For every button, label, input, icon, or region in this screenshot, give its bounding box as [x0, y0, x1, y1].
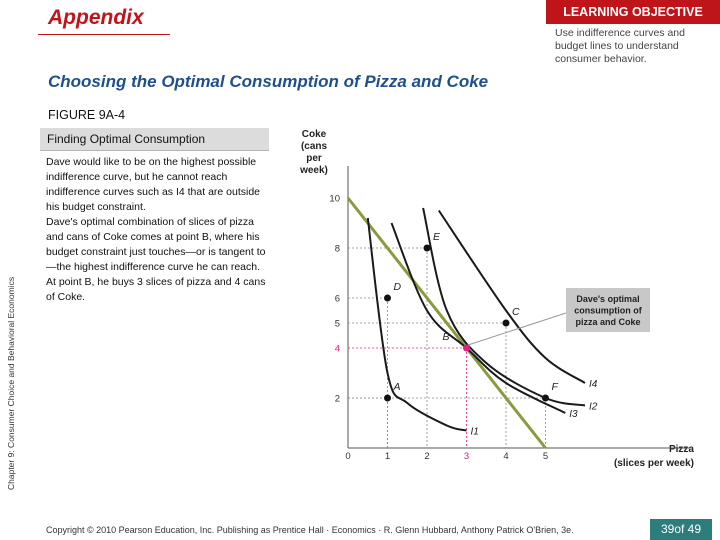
- x-tick-label: 1: [385, 451, 390, 462]
- chapter-side-label: Chapter 9: Consumer Choice and Behaviora…: [6, 276, 16, 490]
- appendix-title: Appendix: [48, 6, 144, 29]
- budget-line: [346, 197, 547, 449]
- y-tick-label: 10: [329, 194, 340, 205]
- slide-title: Choosing the Optimal Consumption of Pizz…: [48, 72, 489, 91]
- point-label: B: [443, 331, 450, 343]
- y-axis-label-line-3: per: [306, 153, 322, 164]
- figure-label: FIGURE 9A-4: [48, 108, 126, 122]
- y-tick-label: 5: [335, 319, 340, 330]
- y-axis-label-line-2: (cans: [301, 141, 328, 152]
- budget-line-group: [346, 197, 547, 449]
- curve-label: I3: [569, 409, 578, 420]
- point-c: [502, 319, 510, 327]
- bundle-points: E D C B A F: [384, 231, 559, 402]
- y-tick-label: 8: [335, 244, 340, 255]
- axis-ticks: 0 1 2 3 4 5 2 4 5 6 8 10: [329, 194, 548, 463]
- indifference-curve-i2: [422, 207, 586, 407]
- title-underline: [38, 34, 170, 35]
- x-axis-label-line-1: Pizza: [669, 444, 694, 455]
- y-tick-label: 4: [335, 344, 340, 355]
- y-axis-label-line-1: Coke: [302, 129, 327, 140]
- x-axis-label-line-2: (slices per week): [614, 458, 694, 469]
- point-e: [423, 244, 431, 252]
- copyright-footer: Copyright © 2010 Pearson Education, Inc.…: [46, 525, 574, 535]
- indifference-curve-i4: [437, 209, 586, 384]
- x-tick-label: 4: [503, 451, 508, 462]
- description-paragraph-2: Dave's optimal combination of slices of …: [46, 216, 266, 273]
- point-label: D: [394, 281, 402, 293]
- page-of: of: [674, 522, 685, 536]
- annotation-box: [566, 288, 650, 332]
- annotation-line: consumption of: [574, 306, 642, 316]
- annotation-text: Dave's optimal consumption of pizza and Co…: [574, 294, 642, 327]
- y-tick-label: 6: [335, 294, 340, 305]
- optimum-annotation: Dave's optimal consumption of pizza and Co…: [467, 288, 650, 346]
- point-a: [384, 394, 391, 402]
- x-tick-label: 0: [345, 451, 350, 462]
- curve-label: I4: [589, 379, 598, 390]
- point-d: [384, 294, 391, 302]
- point-label: E: [433, 231, 441, 243]
- indifference-curves: I1 I3 I4 I2: [366, 207, 598, 438]
- x-tick-label: 2: [424, 451, 429, 462]
- curve-label: I2: [589, 402, 598, 413]
- indifference-curve-i3: [390, 222, 566, 414]
- page-number-badge: 39of 49: [650, 519, 712, 540]
- x-tick-label: 3: [464, 451, 469, 462]
- y-tick-label: 2: [335, 394, 340, 405]
- learning-objective-text: Use indifference curves and budget lines…: [555, 27, 685, 65]
- y-axis-label: Coke (cans per week): [299, 129, 328, 176]
- figure-title: Finding Optimal Consumption: [47, 132, 206, 146]
- curve-label: I1: [471, 427, 479, 438]
- figure-description: Dave would like to be on the highest pos…: [46, 155, 266, 305]
- point-f: [542, 394, 549, 402]
- x-axis-label: Pizza (slices per week): [614, 444, 694, 469]
- optimal-consumption-chart: Coke (cans per week) Pizza (slices per w…: [299, 129, 694, 469]
- annotation-line: Dave's optimal: [576, 294, 639, 304]
- x-tick-label: 5: [543, 451, 548, 462]
- description-paragraph-3: At point B, he buys 3 slices of pizza an…: [46, 276, 266, 303]
- page-current: 39: [660, 522, 675, 536]
- point-label: F: [552, 381, 559, 393]
- learning-objective-badge: LEARNING OBJECTIVE: [546, 0, 720, 24]
- point-label: C: [512, 306, 520, 318]
- description-paragraph-1: Dave would like to be on the highest pos…: [46, 156, 261, 213]
- point-label: A: [393, 381, 401, 393]
- page-total: 49: [687, 522, 702, 536]
- y-axis-label-line-4: week): [299, 165, 328, 176]
- annotation-leader: [467, 312, 567, 346]
- figure-title-bar: Finding Optimal Consumption: [40, 128, 269, 151]
- point-b: [463, 344, 470, 352]
- annotation-line: pizza and Coke: [575, 317, 640, 327]
- guide-lines: [348, 247, 546, 448]
- indifference-curve-i1: [366, 217, 467, 432]
